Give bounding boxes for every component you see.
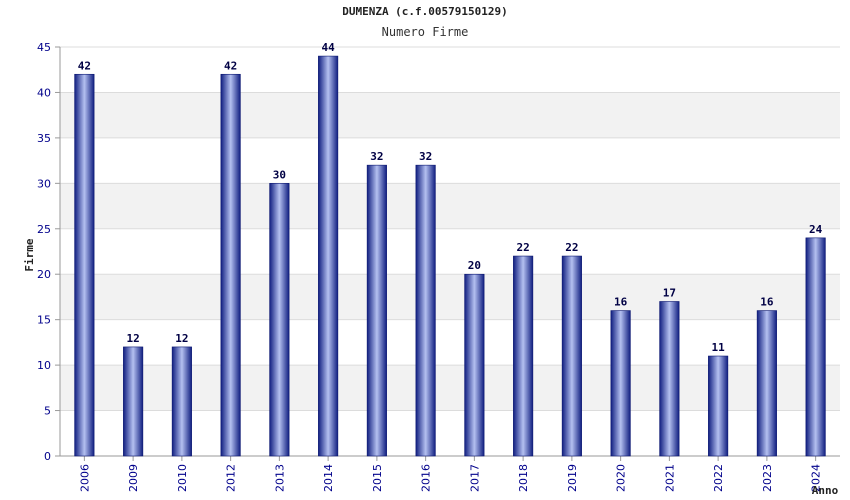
bar-value-label: 22 xyxy=(517,241,530,254)
y-tick-label: 40 xyxy=(37,86,51,99)
x-tick-label: 2018 xyxy=(517,464,530,492)
x-tick-label: 2006 xyxy=(78,464,91,492)
bar xyxy=(513,255,534,457)
y-axis-label: Firme xyxy=(23,238,36,271)
bar-value-label: 30 xyxy=(273,168,286,181)
y-tick-label: 30 xyxy=(37,177,51,190)
x-tick-label: 2012 xyxy=(225,464,238,492)
x-tick-label: 2021 xyxy=(663,464,676,492)
bar-value-label: 22 xyxy=(565,241,578,254)
bar xyxy=(464,273,485,457)
bar xyxy=(805,237,826,457)
bar-value-label: 20 xyxy=(468,259,481,272)
y-tick-label: 35 xyxy=(37,132,51,145)
bar-value-label: 16 xyxy=(614,296,628,309)
bar xyxy=(269,183,290,457)
chart-subtitle: Numero Firme xyxy=(381,25,469,39)
bar-value-label: 42 xyxy=(78,59,91,72)
y-tick-label: 45 xyxy=(37,41,51,54)
x-tick-label: 2019 xyxy=(566,464,579,492)
bar xyxy=(220,73,241,457)
bar-value-label: 17 xyxy=(663,286,676,299)
bar xyxy=(123,346,144,457)
y-tick-label: 15 xyxy=(37,314,51,327)
x-tick-label: 2024 xyxy=(810,464,823,492)
grid-band xyxy=(60,183,840,229)
x-tick-label: 2022 xyxy=(712,464,725,492)
bar-value-label: 32 xyxy=(419,150,432,163)
bar xyxy=(708,355,729,457)
grid-band xyxy=(60,92,840,138)
y-tick-label: 20 xyxy=(37,268,51,281)
bar xyxy=(74,73,95,457)
y-tick-label: 10 xyxy=(37,359,51,372)
x-tick-label: 2020 xyxy=(615,464,628,492)
x-tick-label: 2009 xyxy=(127,464,140,492)
bar xyxy=(318,55,339,457)
x-tick-label: 2013 xyxy=(273,464,286,492)
grid-band xyxy=(60,274,840,320)
bar xyxy=(610,310,631,457)
x-tick-label: 2015 xyxy=(371,464,384,492)
bar xyxy=(659,301,680,457)
x-tick-label: 2023 xyxy=(761,464,774,492)
bar-value-label: 42 xyxy=(224,59,237,72)
bar-value-label: 24 xyxy=(809,223,823,236)
chart-title: DUMENZA (c.f.00579150129) xyxy=(342,5,508,18)
bar-value-label: 12 xyxy=(127,332,140,345)
bar-value-label: 11 xyxy=(712,341,726,354)
x-tick-label: 2017 xyxy=(468,464,481,492)
y-tick-label: 5 xyxy=(44,405,51,418)
bar-value-label: 16 xyxy=(760,296,774,309)
bar-value-label: 44 xyxy=(322,41,336,54)
x-tick-label: 2014 xyxy=(322,464,335,492)
bar xyxy=(171,346,192,457)
y-tick-label: 25 xyxy=(37,223,51,236)
bar xyxy=(415,164,436,457)
bar xyxy=(756,310,777,457)
bar xyxy=(366,164,387,457)
bar xyxy=(561,255,582,457)
x-tick-label: 2016 xyxy=(420,464,433,492)
bar-value-label: 32 xyxy=(370,150,383,163)
y-tick-label: 0 xyxy=(44,450,51,463)
x-axis-label: Anno xyxy=(812,484,839,497)
x-tick-label: 2010 xyxy=(176,464,189,492)
bar-value-label: 12 xyxy=(175,332,188,345)
